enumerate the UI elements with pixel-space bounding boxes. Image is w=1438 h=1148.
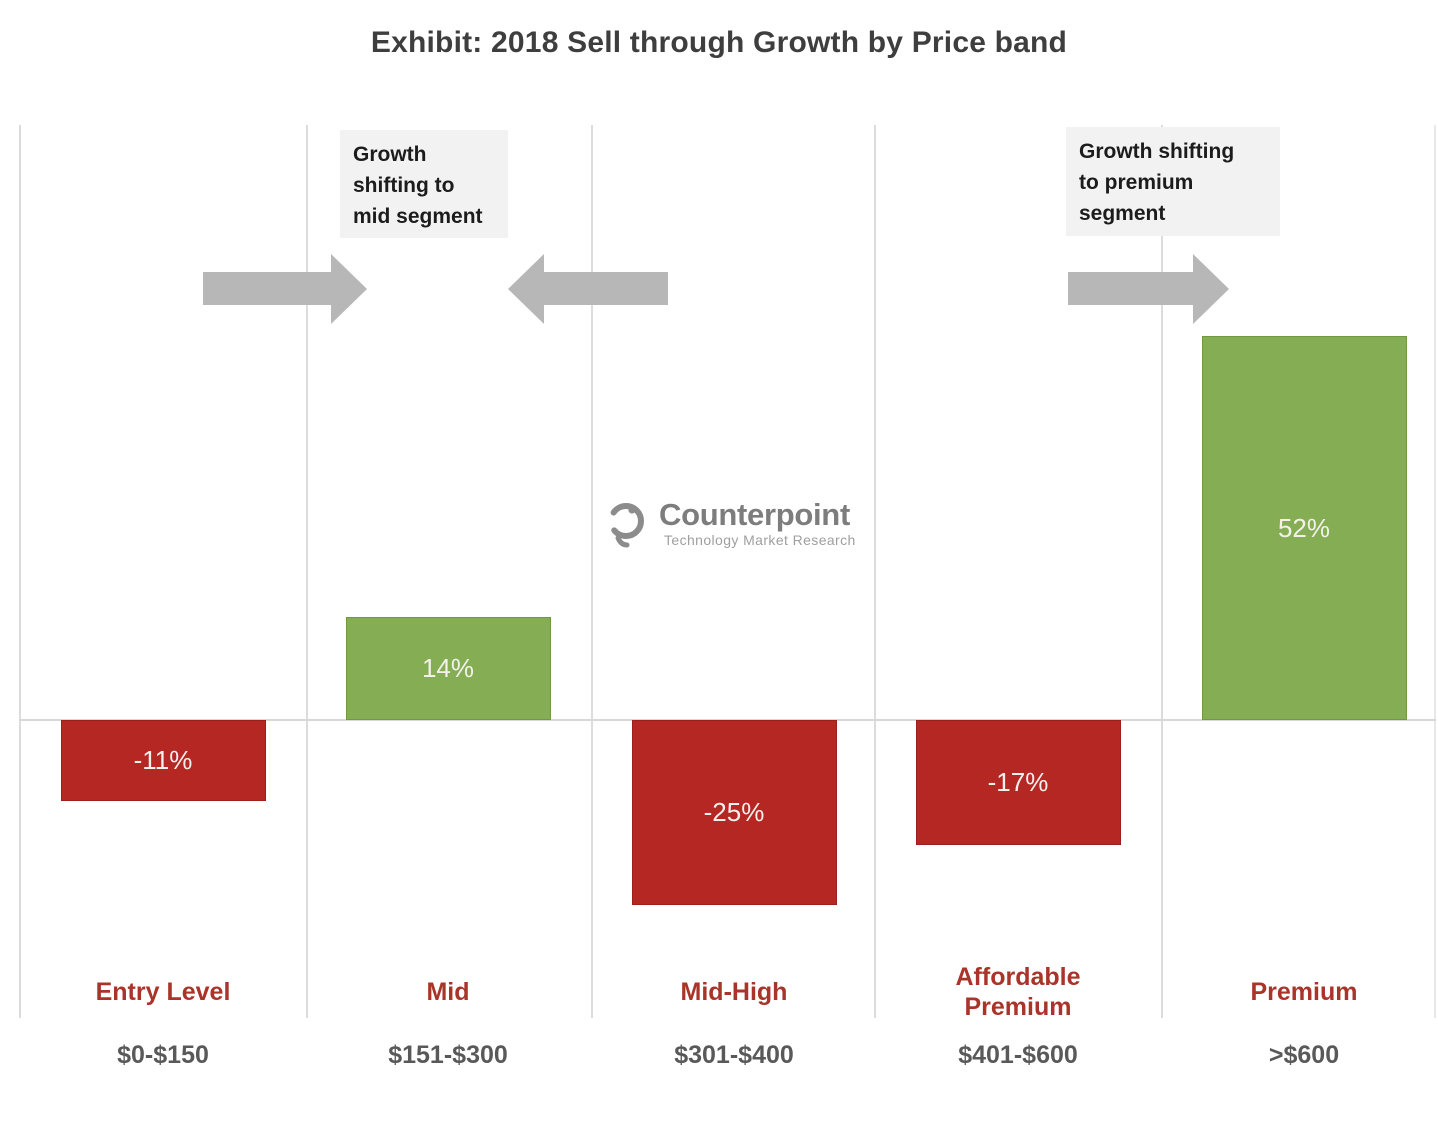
- bar-premium: 52%: [1201, 336, 1407, 720]
- arrow-right-icon: [1068, 272, 1194, 305]
- arrow-right-icon: [1193, 254, 1229, 324]
- arrow-right-icon: [331, 254, 367, 324]
- chart-title: Exhibit: 2018 Sell through Growth by Pri…: [370, 26, 1068, 59]
- arrow-left-icon: [543, 272, 668, 305]
- brand-name: Counterpoint: [659, 497, 850, 532]
- counterpoint-logo: Counterpoint Technology Market Research: [604, 498, 856, 550]
- bar-value-label: 14%: [421, 653, 475, 683]
- arrow-left-icon: [508, 254, 544, 324]
- bar-value-label: 52%: [1277, 512, 1331, 543]
- price-band-label: $401-$600: [958, 1040, 1078, 1069]
- annotation-line: shifting to: [353, 174, 455, 197]
- gridline: [19, 125, 21, 1018]
- category-label-affordable-premium: Affordable Premium: [955, 963, 1081, 1021]
- category-label-mid: Mid: [426, 978, 470, 1006]
- annotation-line: Growth shifting: [1079, 140, 1235, 163]
- bar-mid: 14%: [345, 617, 551, 720]
- annotation-premium-segment: Growth shifting to premium segment: [1066, 127, 1280, 236]
- annotation-line: mid segment: [353, 205, 483, 228]
- price-band-label: >$600: [1268, 1040, 1340, 1069]
- gridline: [874, 125, 876, 1018]
- annotation-mid-segment: Growth shifting to mid segment: [340, 130, 508, 238]
- category-label-mid-high: Mid-High: [680, 978, 788, 1006]
- counterpoint-logo-icon: [608, 503, 644, 548]
- bar-affordable-premium: -17%: [915, 720, 1121, 845]
- arrow-right-icon: [203, 272, 332, 305]
- category-label-entry-level: Entry Level: [95, 978, 231, 1006]
- bar-mid-high: -25%: [631, 720, 837, 905]
- gridline: [306, 125, 308, 1018]
- gridline: [591, 125, 593, 1018]
- annotation-line: to premium: [1079, 171, 1194, 194]
- bar-entry-level: -11%: [60, 720, 266, 801]
- gridline: [1434, 125, 1436, 1018]
- brand-tagline: Technology Market Research: [664, 532, 856, 548]
- category-label-premium: Premium: [1250, 978, 1358, 1006]
- bar-value-label: -25%: [703, 797, 765, 827]
- annotation-line: Growth: [353, 143, 427, 166]
- price-band-label: $301-$400: [674, 1040, 794, 1069]
- price-band-label: $0-$150: [117, 1040, 209, 1069]
- gridline: [1161, 125, 1163, 1018]
- bar-value-label: -17%: [987, 767, 1049, 797]
- annotation-line: segment: [1079, 202, 1166, 225]
- price-band-label: $151-$300: [388, 1040, 508, 1069]
- bar-value-label: -11%: [133, 745, 193, 775]
